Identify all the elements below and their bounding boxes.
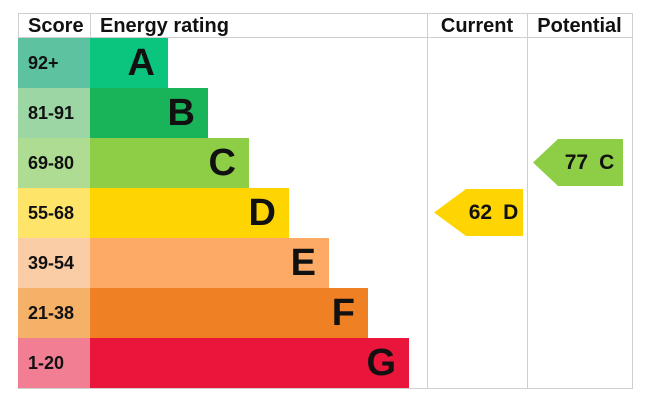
current-rating-band: D [503,200,519,224]
table-top-border [18,13,633,14]
current-column-header: Current [440,15,514,37]
band-c-bar: C [90,138,249,188]
band-f-bar: F [90,288,368,338]
band-d-score-range: 55-68 [18,188,90,238]
potential-rating-arrow: 77 C [533,139,623,186]
current-rating-arrow: 62 D [434,189,523,236]
band-a-bar: A [90,38,168,88]
band-f-score-range: 21-38 [18,288,90,338]
table-left-border [18,13,19,38]
band-e-bar: E [90,238,329,288]
score-column-header: Score [28,15,84,37]
potential-rating-value: 77 [564,150,589,174]
score-column-divider [90,13,91,38]
band-b-score-range: 81-91 [18,88,90,138]
energy-rating-column-header: Energy rating [100,15,229,37]
table-right-border [632,13,633,389]
band-e-score-range: 39-54 [18,238,90,288]
table-bottom-border [18,388,633,389]
potential-column-header: Potential [537,15,622,37]
band-b-bar: B [90,88,208,138]
current-column-left-border [427,13,428,389]
band-c-score-range: 69-80 [18,138,90,188]
band-d-bar: D [90,188,289,238]
potential-column-left-border [527,13,528,389]
band-g-score-range: 1-20 [18,338,90,388]
band-g-bar: G [90,338,409,388]
potential-rating-band: C [599,150,615,174]
current-rating-value: 62 [468,200,493,224]
band-a-score-range: 92+ [18,38,90,88]
header-bottom-border [18,37,633,38]
